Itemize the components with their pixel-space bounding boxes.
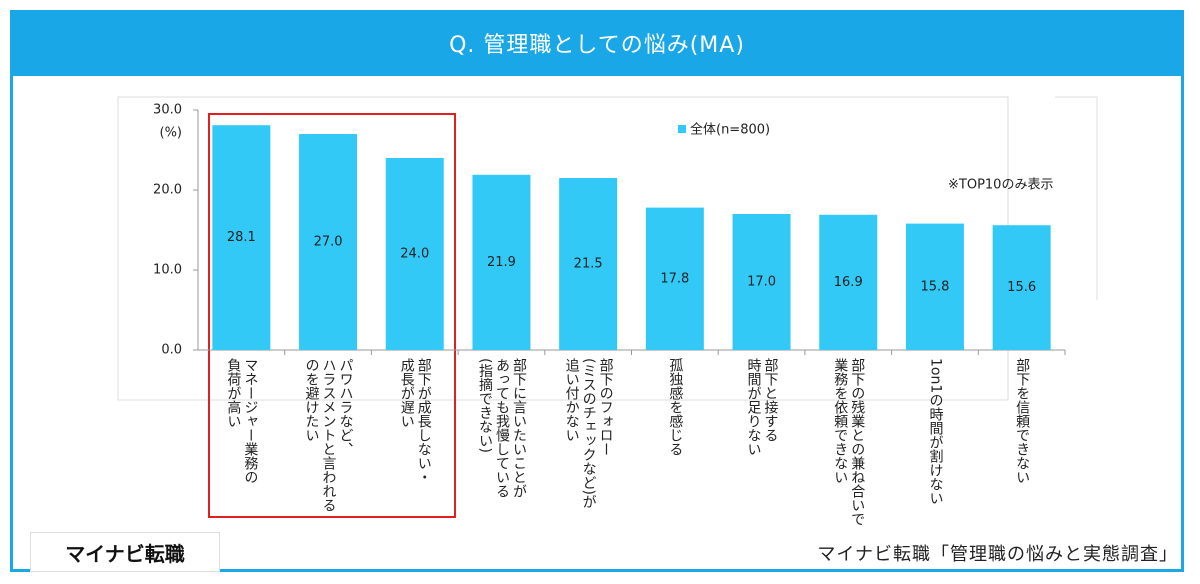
- x-tick-label: 1on1の時間が割けない: [927, 358, 944, 506]
- x-tick-label: 部下のフォロー (ミスのチェックなど)が 追い付かない: [563, 358, 614, 509]
- bar: [819, 214, 878, 350]
- chart-title: Q. 管理職としての悩み(MA): [10, 10, 1184, 76]
- bar: [385, 158, 444, 350]
- value-label: 21.9: [487, 255, 516, 270]
- bar: [212, 125, 271, 350]
- value-label: 28.1: [227, 230, 256, 245]
- frame-edge: [1055, 96, 1098, 300]
- annotation: ※TOP10のみ表示: [948, 178, 1053, 193]
- source: マイナビ転職「管理職の悩みと実態調査」: [817, 544, 1178, 565]
- bar: [732, 214, 791, 350]
- y-tick-label: 0.0: [161, 343, 182, 358]
- bar: [299, 134, 358, 350]
- frame: [10, 10, 1184, 572]
- bar: [905, 223, 964, 350]
- x-tick-label: 部下の残業との兼ね合いで 業務を依頼できない: [832, 358, 866, 526]
- bar: [472, 174, 531, 350]
- logo: マイナビ転職: [30, 532, 220, 572]
- x-tick-label: 部下が成長しない・ 成長が遅い: [398, 358, 432, 484]
- legend-label: 全体(n=800): [690, 122, 770, 138]
- value-label: 24.0: [400, 247, 429, 262]
- value-label: 15.6: [1007, 280, 1036, 295]
- value-label: 16.9: [834, 275, 863, 290]
- bar: [645, 207, 704, 350]
- value-label: 15.8: [920, 279, 949, 294]
- y-tick-label: 20.0: [153, 183, 182, 198]
- value-label: 21.5: [574, 257, 603, 272]
- bar: [559, 178, 618, 350]
- value-label: 17.8: [660, 271, 689, 286]
- x-tick-label: 孤独感を感じる: [667, 358, 684, 456]
- value-label: 27.0: [314, 235, 343, 250]
- x-tick-label: パワハラなど、 ハラスメントと言われる のを避けたい: [303, 358, 354, 512]
- value-label: 17.0: [747, 275, 776, 290]
- x-tick-label: 部下に言いたいことが あっても我慢している (指摘できない): [476, 358, 527, 498]
- y-tick-label: 10.0: [153, 263, 182, 278]
- legend-swatch: [678, 125, 686, 133]
- x-tick-label: 部下を信頼できない: [1014, 358, 1031, 484]
- y-axis-unit: (%): [160, 126, 183, 141]
- bar: [992, 225, 1051, 350]
- y-tick-label: 30.0: [153, 103, 182, 118]
- x-tick-label: マネージャー業務の 負荷が高い: [225, 358, 259, 484]
- highlight-box: [208, 113, 456, 518]
- x-tick-label: 部下と接する 時間が足りない: [745, 358, 779, 456]
